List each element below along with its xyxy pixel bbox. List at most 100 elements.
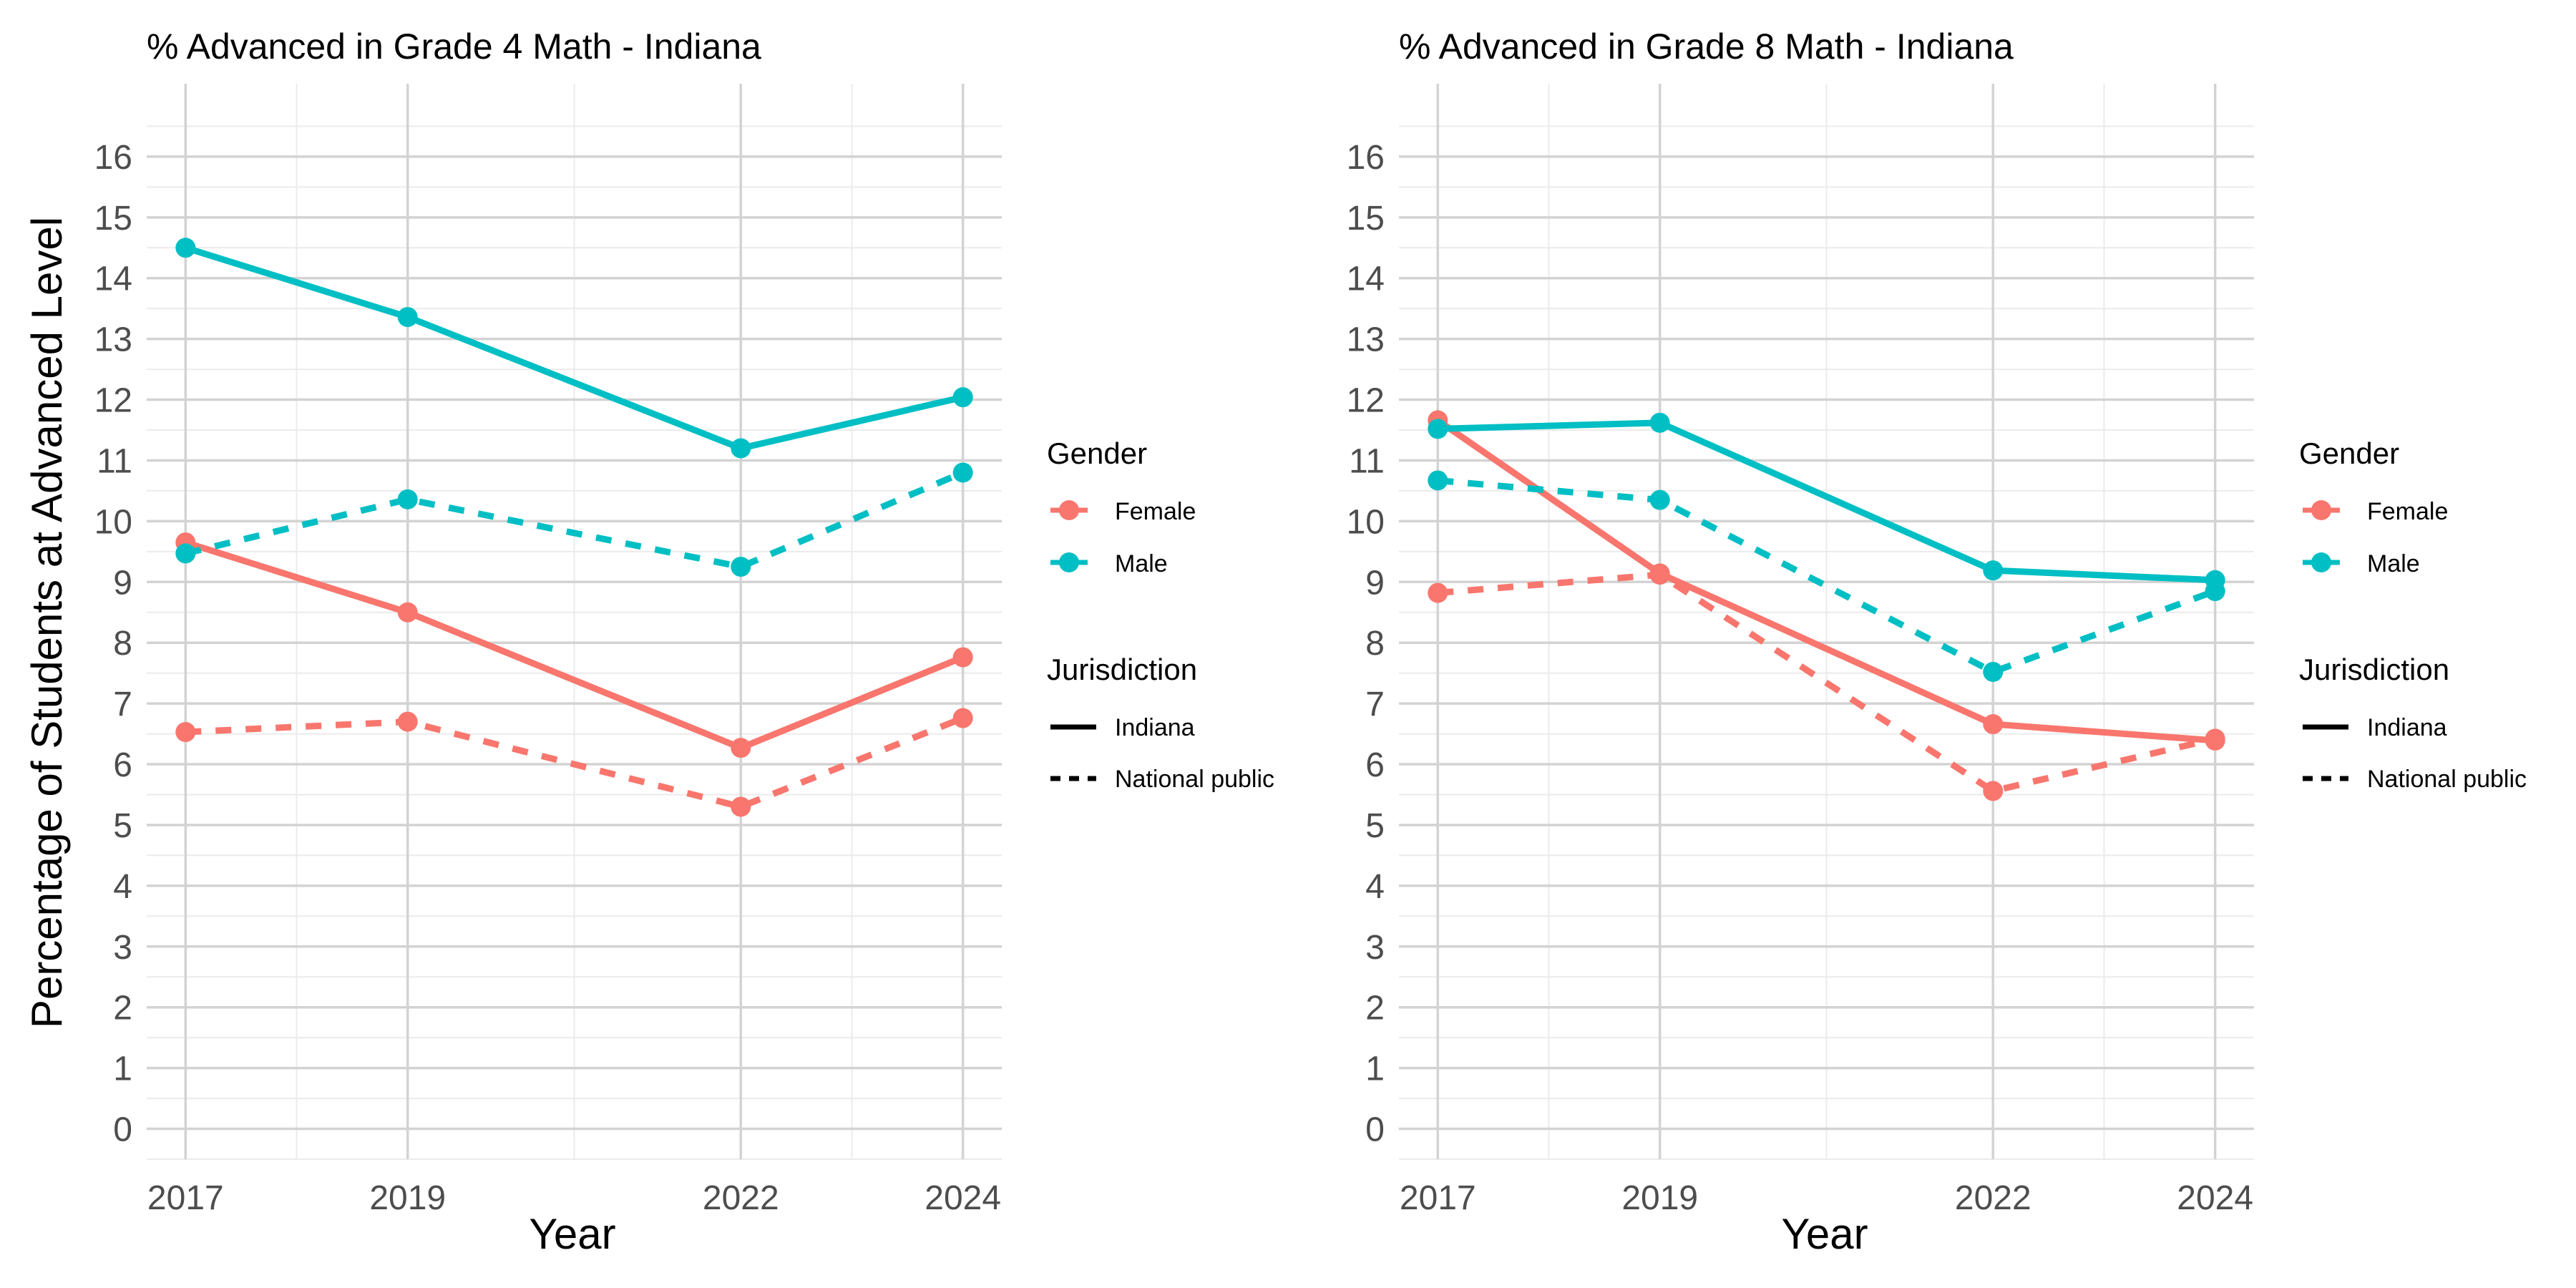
y-tick-label: 13 [94, 321, 132, 359]
y-tick-label: 9 [113, 564, 132, 602]
data-point [175, 238, 196, 258]
x-tick-label: 2024 [924, 1179, 1001, 1217]
x-tick-label: 2024 [2177, 1179, 2253, 1217]
legend-item-male: Male [2303, 550, 2420, 577]
y-tick-label: 0 [1365, 1111, 1385, 1149]
data-point [952, 462, 973, 483]
data-point [1649, 565, 1670, 585]
x-axis-label: Year [1781, 1210, 1868, 1258]
y-tick-label: 6 [1365, 746, 1385, 784]
y-axis-label: Percentage of Students at Advanced Level [23, 217, 71, 1028]
data-point [2205, 728, 2225, 749]
legend-male-marker [1059, 552, 1079, 572]
legend-gender-title: Gender [1047, 436, 1147, 470]
y-tick-label: 15 [94, 200, 132, 238]
y-tick-label: 8 [1365, 625, 1385, 663]
series-line-female-national-public [185, 715, 965, 810]
legend-item-national-public: National public [1050, 766, 1274, 793]
y-tick-label: 7 [113, 686, 132, 723]
data-point [175, 543, 196, 564]
data-point [731, 738, 751, 758]
x-tick-label: 2019 [369, 1179, 446, 1217]
legend-male-label: Male [2367, 550, 2420, 577]
series-line-male-national-public [185, 469, 965, 570]
chart-title: % Advanced in Grade 4 Math - Indiana [147, 26, 761, 67]
series-line-male-indiana [184, 244, 964, 452]
legend-item-indiana: Indiana [2303, 714, 2447, 741]
y-tick-label: 16 [94, 139, 132, 177]
x-tick-label: 2017 [1400, 1179, 1476, 1217]
chart-panel-grade8: % Advanced in Grade 8 Math - Indiana 0 1 2… [1347, 26, 2254, 1258]
data-point [952, 647, 973, 668]
y-tick-label: 2 [1365, 990, 1385, 1028]
y-tick-label: 11 [97, 442, 132, 480]
y-tick-label: 9 [1365, 564, 1385, 602]
y-tick-label: 14 [1347, 260, 1385, 298]
y-tick-label: 3 [1365, 929, 1385, 967]
data-point [1983, 661, 2004, 682]
legend-gender-title: Gender [2299, 436, 2399, 470]
legend-female-label: Female [2367, 498, 2448, 525]
legend-national-public-label: National public [2367, 766, 2527, 793]
data-point [1428, 582, 1448, 603]
y-tick-label: 10 [1347, 503, 1385, 541]
y-tick-label: 7 [1365, 686, 1385, 723]
data-point [2205, 581, 2225, 602]
y-tick-label: 0 [113, 1111, 132, 1149]
legend-jurisdiction-title: Jurisdiction [1047, 653, 1197, 686]
data-point [952, 708, 973, 728]
y-tick-label: 8 [113, 625, 132, 663]
data-point [1983, 560, 2004, 581]
data-point [1983, 714, 2004, 735]
data-point [731, 557, 751, 577]
legend-female-marker [1059, 500, 1079, 520]
y-tick-label: 4 [113, 868, 132, 906]
data-point [1649, 412, 1670, 433]
x-axis-label: Year [529, 1210, 615, 1258]
y-tick-label: 10 [94, 503, 132, 541]
y-tick-label: 3 [113, 929, 132, 967]
series-line-female-indiana [1435, 417, 2216, 744]
y-tick-label: 11 [1349, 442, 1385, 480]
y-tick-label: 16 [1347, 139, 1385, 177]
y-tick-label: 1 [1365, 1050, 1385, 1088]
series-line-female-national-public [1437, 571, 2216, 794]
series-line-male-indiana [1438, 419, 2215, 584]
data-point [397, 711, 418, 732]
legend-item-male: Male [1050, 550, 1168, 577]
gridlines [147, 84, 1002, 1160]
data-point [1649, 489, 1670, 510]
gridlines [1399, 84, 2254, 1160]
legend-jurisdiction-title: Jurisdiction [2299, 653, 2449, 686]
series-line-female-indiana [184, 539, 965, 751]
x-tick-label: 2019 [1621, 1179, 1698, 1217]
data-point [1428, 470, 1448, 491]
y-tick-label: 4 [1365, 868, 1385, 906]
data-point [397, 602, 418, 623]
data-point [1428, 419, 1448, 439]
y-tick-label: 6 [113, 746, 132, 784]
series-group [1428, 410, 2225, 801]
chart-panel-grade4: % Advanced in Grade 4 Math - Indiana 0 12… [94, 26, 1002, 1258]
legend-item-female: Female [2303, 498, 2448, 525]
y-tick-label: 13 [1347, 321, 1385, 359]
x-tick-label: 2022 [703, 1179, 779, 1217]
y-tick-label: 12 [94, 382, 132, 420]
y-tick-label: 5 [1365, 807, 1385, 845]
legend-indiana-label: Indiana [1115, 714, 1195, 741]
y-tick-label: 5 [113, 807, 132, 845]
data-point [731, 438, 751, 459]
y-tick-label: 15 [1347, 200, 1385, 238]
y-tick-label: 14 [94, 260, 132, 298]
legend-item-national-public: National public [2303, 766, 2527, 793]
legend-national-public-label: National public [1115, 766, 1274, 793]
legend-grade4: Gender Female Male Jurisdiction Indiana … [1047, 436, 1274, 793]
series-group [175, 238, 973, 817]
legend-female-label: Female [1115, 498, 1196, 525]
data-point [1983, 781, 2004, 801]
chart-title: % Advanced in Grade 8 Math - Indiana [1399, 26, 2014, 67]
legend-item-indiana: Indiana [1050, 714, 1195, 741]
